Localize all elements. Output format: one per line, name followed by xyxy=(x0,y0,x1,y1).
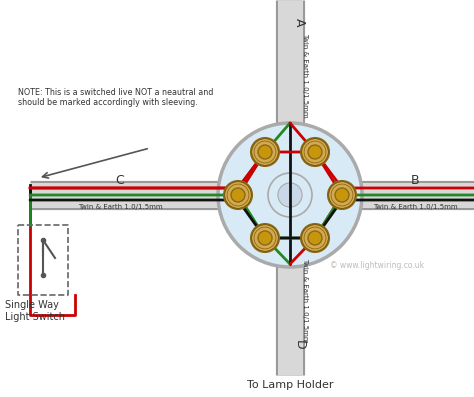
Text: Twin & Earth 1.0/1.5mm: Twin & Earth 1.0/1.5mm xyxy=(302,33,308,117)
Circle shape xyxy=(258,231,272,245)
Text: B: B xyxy=(410,175,419,187)
Circle shape xyxy=(251,224,279,252)
Circle shape xyxy=(251,138,279,166)
Circle shape xyxy=(278,183,302,207)
Text: To Lamp Holder: To Lamp Holder xyxy=(247,380,333,390)
Text: Twin & Earth 1.0/1.5mm: Twin & Earth 1.0/1.5mm xyxy=(373,204,457,210)
Circle shape xyxy=(301,224,329,252)
Text: © www.lightwiring.co.uk: © www.lightwiring.co.uk xyxy=(330,260,424,270)
Circle shape xyxy=(308,145,322,159)
Circle shape xyxy=(328,181,356,209)
Text: Twin & Earth 1.0/1.5mm: Twin & Earth 1.0/1.5mm xyxy=(302,258,308,342)
Text: D: D xyxy=(292,340,306,350)
Circle shape xyxy=(268,173,312,217)
Circle shape xyxy=(258,145,272,159)
Circle shape xyxy=(335,188,349,202)
Text: Twin & Earth 1.0/1.5mm: Twin & Earth 1.0/1.5mm xyxy=(78,204,162,210)
Circle shape xyxy=(308,231,322,245)
Text: C: C xyxy=(116,175,124,187)
Text: Single Way
Light Switch: Single Way Light Switch xyxy=(5,300,65,322)
Text: NOTE: This is a switched live NOT a neautral and
should be marked accordingly wi: NOTE: This is a switched live NOT a neau… xyxy=(18,88,213,108)
Text: A: A xyxy=(292,18,306,26)
Circle shape xyxy=(224,181,252,209)
Circle shape xyxy=(231,188,245,202)
Circle shape xyxy=(218,123,362,267)
Circle shape xyxy=(301,138,329,166)
